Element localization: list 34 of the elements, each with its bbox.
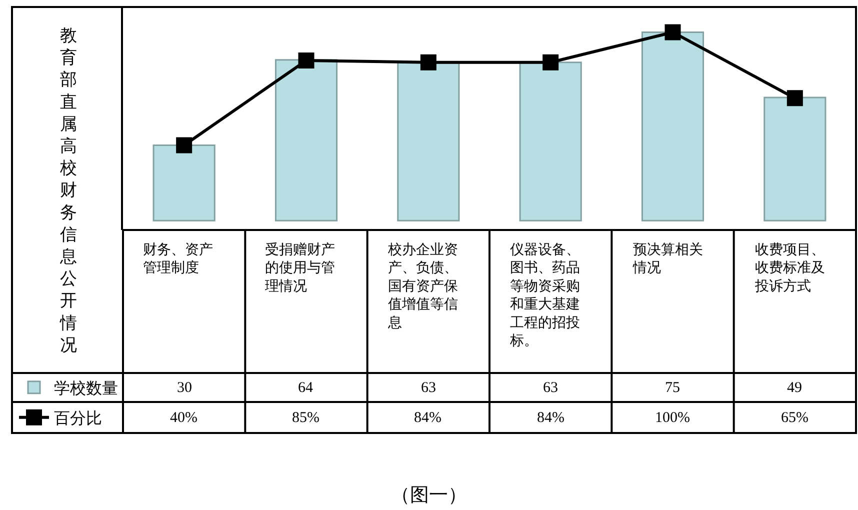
x-tick-label: 预决算相关情况 [632, 242, 703, 276]
bar [519, 62, 582, 222]
text: （图一） [391, 485, 467, 506]
data-label: 40% [170, 410, 198, 426]
data-label: 100% [655, 410, 690, 426]
data-label: 84% [414, 410, 442, 426]
data-label: 30 [177, 380, 192, 396]
data-label: 64 [298, 380, 314, 396]
legend-label: 百分比 [54, 410, 102, 428]
x-tick-label: 财务、资产管理制度 [143, 242, 213, 276]
x-tick-label: 收费项目、收费标准及投诉方式 [754, 242, 825, 294]
data-label: 84% [537, 410, 564, 426]
point [420, 54, 436, 70]
x-tick-label: 仪器设备、图书、药品等物资采购和重大基建工程的招投标。 [509, 242, 580, 349]
point [664, 24, 681, 40]
point [542, 54, 559, 70]
data-label: 85% [292, 410, 320, 426]
point [298, 52, 314, 68]
data-label: 63 [421, 380, 436, 396]
chart-title: 教育部直属高校财务信息公开情况 [60, 26, 77, 354]
data-label: 65% [781, 410, 808, 426]
point [176, 137, 192, 154]
bar [152, 144, 216, 222]
bar [274, 59, 338, 222]
data-label: 75 [665, 380, 680, 396]
x-tick-label: 受捐赠财产的使用与管理情况 [265, 242, 335, 294]
data-label: 49 [787, 380, 802, 396]
legend-label: 学校数量 [54, 380, 118, 398]
data-label: 63 [543, 380, 558, 396]
x-tick-label: 校办企业资产、负债、国有资产保值增值等信息 [387, 242, 458, 331]
bar [641, 31, 704, 222]
bar [764, 96, 826, 222]
point [786, 90, 803, 106]
bar [397, 62, 460, 222]
